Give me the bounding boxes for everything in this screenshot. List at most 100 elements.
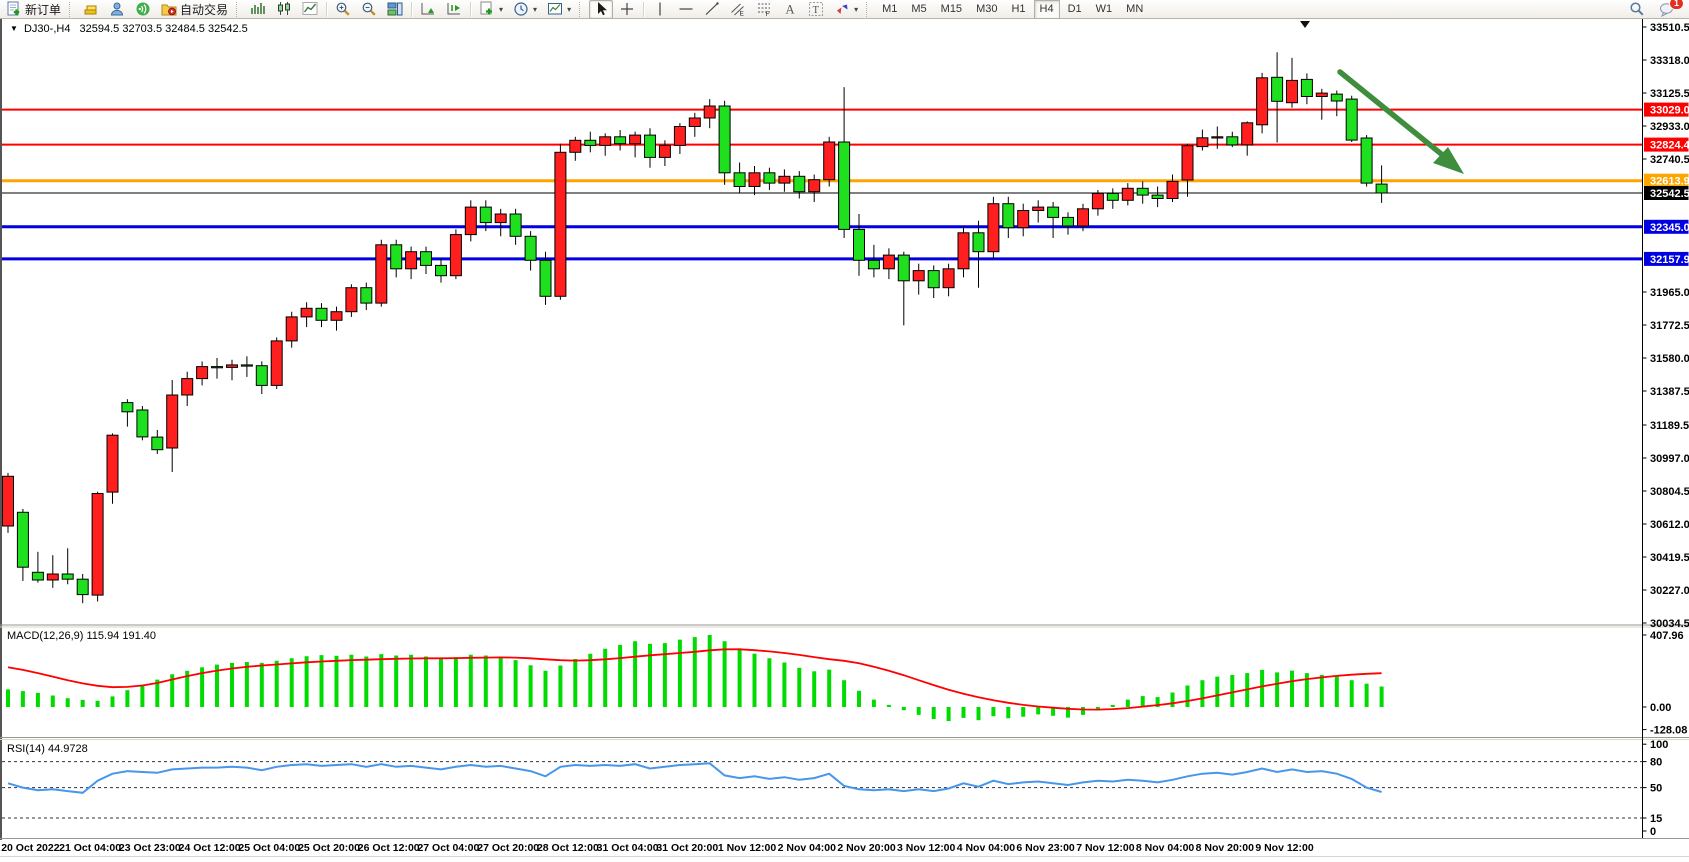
auto-scroll-button[interactable]	[416, 0, 440, 19]
candle	[166, 380, 179, 472]
vertical-line-button[interactable]	[648, 0, 672, 19]
rsi-scale-tick: 15	[1642, 813, 1662, 825]
auto-trading-button[interactable]: 自动交易	[157, 0, 232, 19]
toolbar-separator	[326, 1, 328, 17]
chevron-down-icon: ▾	[567, 4, 572, 14]
time-axis-label: 2 Nov 04:00	[778, 842, 837, 854]
trendline-button[interactable]	[700, 0, 724, 19]
candle	[375, 239, 388, 307]
timeframe-bar: M1 M5 M15 M30 H1 H4 D1 W1 MN	[876, 0, 1149, 19]
candle	[1121, 183, 1134, 206]
text-label-button[interactable]: T	[804, 0, 828, 19]
fibonacci-icon: F	[756, 1, 772, 17]
search-button[interactable]	[1625, 0, 1649, 19]
line-chart-icon	[302, 1, 318, 17]
price-tick: 30612.0	[1642, 519, 1689, 531]
collapse-triangle-icon[interactable]: ▼	[10, 24, 18, 33]
market-button[interactable]	[79, 0, 103, 19]
cursor-icon	[593, 1, 609, 17]
timeframe-button-mn[interactable]: MN	[1126, 2, 1144, 15]
time-axis-label: 8 Nov 04:00	[1136, 842, 1195, 854]
arrows-button[interactable]: ▾	[830, 0, 862, 19]
timeframe-button-d1[interactable]: D1	[1067, 2, 1082, 15]
templates-button[interactable]: ▾	[543, 0, 575, 19]
signals-button[interactable]	[131, 0, 155, 19]
community-button[interactable]	[105, 0, 129, 19]
candle	[763, 167, 776, 190]
equidistant-channel-button[interactable]: E	[726, 0, 750, 19]
level-price-label: 32613.9	[1644, 173, 1689, 188]
candle	[1196, 129, 1209, 151]
new-order-icon	[6, 1, 22, 17]
bar-chart-icon	[250, 1, 266, 17]
indicators-icon	[479, 1, 495, 17]
timeframe-button-m15[interactable]: M15	[940, 2, 963, 15]
timeframe-button-h1[interactable]: H1	[1011, 2, 1026, 15]
timeframe-button-m30[interactable]: M30	[976, 2, 998, 15]
indicators-button[interactable]: ▾	[475, 0, 507, 19]
chart-shift-marker-icon	[1300, 21, 1310, 28]
svg-text:0.00: 0.00	[1650, 702, 1671, 714]
time-axis-label: 27 Oct 04:00	[417, 842, 479, 854]
price-tick: 31772.5	[1642, 320, 1689, 332]
macd-scale-tick: -128.08	[1642, 725, 1687, 737]
tile-windows-button[interactable]	[383, 0, 407, 19]
time-axis-label: 26 Oct 12:00	[358, 842, 420, 854]
cursor-button[interactable]	[589, 0, 614, 19]
candle	[1286, 57, 1298, 108]
rsi-scale-tick: 80	[1642, 757, 1662, 769]
svg-text:32824.4: 32824.4	[1650, 140, 1689, 152]
fibonacci-button[interactable]: F	[752, 0, 776, 19]
candle	[464, 200, 477, 242]
horizontal-line-icon	[678, 1, 694, 17]
text-button[interactable]: A	[778, 0, 802, 19]
candle	[957, 226, 970, 278]
level-price-label: 32345.0	[1644, 219, 1689, 234]
zoom-in-icon	[335, 1, 351, 17]
timeframe-button-h4[interactable]: H4	[1033, 0, 1060, 19]
zoom-in-button[interactable]	[331, 0, 355, 19]
chart-shift-button[interactable]	[442, 0, 466, 19]
toolbar-grip	[866, 1, 872, 17]
candle	[629, 131, 642, 158]
candle	[554, 143, 567, 300]
bar-chart-button[interactable]	[246, 0, 270, 19]
periods-button[interactable]: ▾	[509, 0, 541, 19]
chart-symbol: DJ30-,H4	[23, 23, 71, 35]
trend-arrow-annotation[interactable]	[1337, 69, 1464, 174]
candle	[644, 128, 656, 168]
candle	[76, 574, 89, 604]
svg-text:30612.0: 30612.0	[1650, 519, 1689, 531]
time-axis-label: 31 Oct 20:00	[656, 842, 718, 854]
line-chart-button[interactable]	[298, 0, 322, 19]
timeframe-button-m5[interactable]: M5	[911, 2, 927, 15]
candle	[390, 239, 403, 278]
price-tick: 30419.5	[1642, 552, 1689, 564]
candle	[285, 311, 298, 348]
crosshair-icon	[619, 1, 635, 17]
new-order-button[interactable]: 新订单	[2, 0, 65, 19]
candlestick-chart-button[interactable]	[272, 0, 296, 19]
candle	[867, 244, 880, 278]
timeframe-button-w1[interactable]: W1	[1095, 2, 1113, 15]
candle	[882, 248, 895, 280]
time-axis-label: 25 Oct 04:00	[238, 842, 300, 854]
candle	[1360, 135, 1373, 187]
candle	[599, 133, 612, 156]
svg-text:407.96: 407.96	[1650, 630, 1684, 642]
chart-title: ▼ DJ30-,H4 32594.5 32703.5 32484.5 32542…	[10, 23, 248, 35]
candle	[435, 258, 447, 283]
time-axis-label: 23 Oct 23:00	[119, 842, 181, 854]
notifications-button[interactable]: 1	[1655, 0, 1684, 19]
candle	[479, 200, 492, 232]
horizontal-line-button[interactable]	[674, 0, 698, 19]
crosshair-button[interactable]	[615, 0, 639, 19]
timeframe-button-m1[interactable]: M1	[882, 2, 898, 15]
zoom-out-button[interactable]	[357, 0, 381, 19]
svg-text:100: 100	[1650, 739, 1668, 751]
candle	[151, 430, 164, 454]
price-tick: 30034.5	[1642, 618, 1689, 630]
time-axis-label: 20 Oct 2022	[1, 842, 60, 854]
time-axis-label: 2 Nov 20:00	[837, 842, 896, 854]
